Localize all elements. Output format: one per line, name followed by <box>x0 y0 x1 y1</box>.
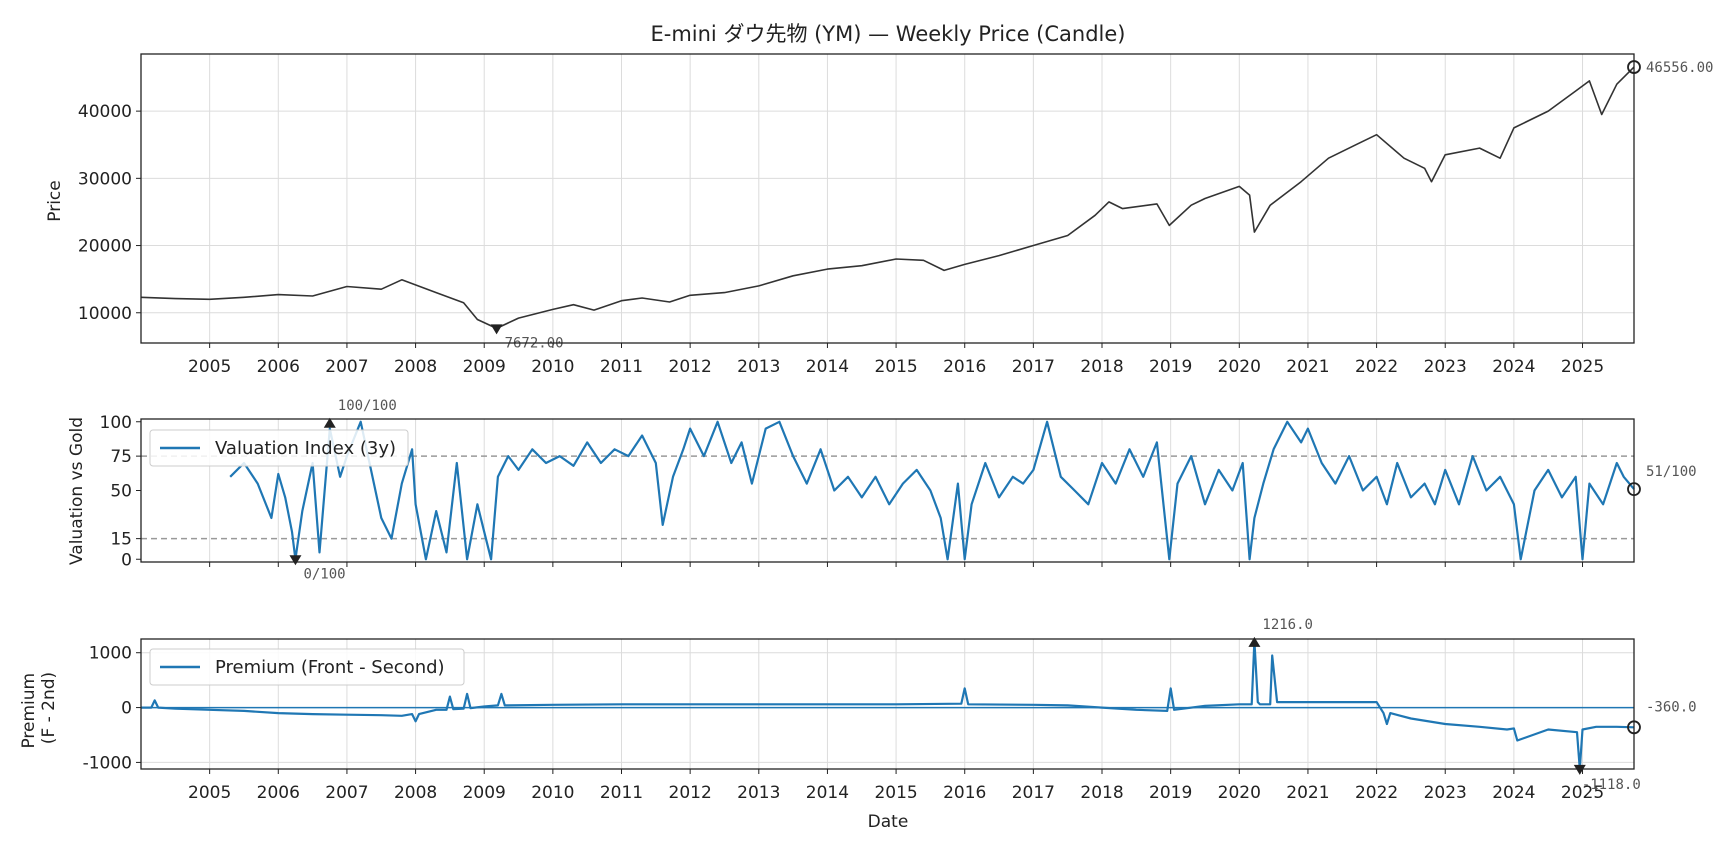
premium-y-label-line2: (F - 2nd) <box>39 672 59 744</box>
premium-x-tick-label: 2007 <box>325 783 368 803</box>
premium-x-tick-label: 2005 <box>188 783 231 803</box>
premium-annotations: 1216.0 -1118.0 -360.0 <box>1248 617 1697 793</box>
price-ticks: 2005 2006 2007 2008 2009 2010 2011 2012 2013 2014… <box>78 102 1604 377</box>
price-x-tick-label: 2013 <box>737 357 780 377</box>
premium-x-tick-label: 2020 <box>1218 783 1261 803</box>
price-x-tick-label: 2021 <box>1286 357 1329 377</box>
price-plot-frame <box>140 53 1635 344</box>
valuation-y-tick-label: 50 <box>110 482 132 502</box>
premium-min-marker <box>1573 764 1586 775</box>
valuation-annotation-label: 51/100 <box>1646 464 1697 480</box>
premium-legend-label: Premium (Front - Second) <box>215 657 445 678</box>
chart-title: E-mini ダウ先物 (YM) — Weekly Price (Candle) <box>650 22 1125 46</box>
premium-annotation-label: -1118.0 <box>1582 777 1641 793</box>
premium-annotation-label: 1216.0 <box>1262 617 1313 633</box>
premium-x-tick-label: 2017 <box>1012 783 1055 803</box>
valuation-legend-box <box>149 429 409 467</box>
premium-x-tick-label: 2024 <box>1492 783 1535 803</box>
premium-x-tick-label: 2025 <box>1561 783 1604 803</box>
price-series <box>140 66 1635 330</box>
valuation-y-tick-label: 15 <box>110 530 132 550</box>
premium-y-label-line1: Premium <box>19 673 39 749</box>
valuation-y-tick-label: 100 <box>100 413 132 433</box>
premium-x-tick-label: 2018 <box>1080 783 1123 803</box>
premium-x-tick-label: 2023 <box>1424 783 1467 803</box>
price-y-tick-label: 30000 <box>78 169 132 189</box>
price-panel: E-mini ダウ先物 (YM) — Weekly Price (Candle)… <box>45 22 1713 377</box>
premium-x-tick-label: 2010 <box>531 783 574 803</box>
premium-x-tick-label: 2022 <box>1355 783 1398 803</box>
valuation-panel: Valuation vs Gold 015 50 75 100 100/100 0/10… <box>67 398 1697 583</box>
premium-annotation-label: -360.0 <box>1646 699 1697 715</box>
premium-max-marker <box>1248 636 1261 647</box>
price-x-tick-label: 2018 <box>1080 357 1123 377</box>
price-grid <box>141 54 1634 343</box>
price-x-tick-label: 2011 <box>600 357 643 377</box>
premium-panel: Premium (F - 2nd) 2005 2006 2007 2008 2009 20… <box>19 617 1697 832</box>
premium-x-tick-label: 2014 <box>806 783 849 803</box>
valuation-min-marker <box>289 555 302 566</box>
valuation-annotation-label: 0/100 <box>303 566 345 582</box>
price-x-tick-label: 2007 <box>325 357 368 377</box>
price-x-tick-label: 2019 <box>1149 357 1192 377</box>
valuation-annotations: 100/100 0/100 51/100 <box>289 398 1697 582</box>
valuation-y-axis-label: Valuation vs Gold <box>67 417 87 565</box>
premium-x-tick-label: 2019 <box>1149 783 1192 803</box>
premium-legend: Premium (Front - Second) <box>149 648 465 686</box>
premium-x-tick-label: 2009 <box>463 783 506 803</box>
valuation-legend: Valuation Index (3y) <box>149 429 409 467</box>
premium-x-tick-label: 2006 <box>257 783 300 803</box>
premium-series-line <box>141 639 1635 771</box>
premium-y-tick-label: -1000 <box>83 753 132 773</box>
premium-x-tick-label: 2021 <box>1286 783 1329 803</box>
valuation-legend-label: Valuation Index (3y) <box>215 438 396 459</box>
price-y-tick-label: 40000 <box>78 102 132 122</box>
price-series-line <box>140 66 1635 330</box>
price-x-tick-label: 2025 <box>1561 357 1604 377</box>
price-y-axis-label: Price <box>45 180 65 221</box>
valuation-series <box>229 420 1635 561</box>
premium-x-tick-label: 2012 <box>669 783 712 803</box>
price-x-tick-label: 2023 <box>1424 357 1467 377</box>
premium-x-tick-label: 2011 <box>600 783 643 803</box>
price-x-tick-label: 2010 <box>531 357 574 377</box>
price-x-tick-label: 2020 <box>1218 357 1261 377</box>
premium-series <box>141 639 1635 771</box>
valuation-max-marker <box>323 417 336 428</box>
x-axis-label: Date <box>868 812 909 832</box>
valuation-plot-frame <box>140 418 1635 563</box>
valuation-series-line <box>229 420 1635 561</box>
price-x-tick-label: 2008 <box>394 357 437 377</box>
price-x-tick-label: 2017 <box>1012 357 1055 377</box>
price-x-tick-label: 2014 <box>806 357 849 377</box>
price-x-tick-label: 2022 <box>1355 357 1398 377</box>
premium-y-tick-label: 0 <box>121 699 132 719</box>
premium-legend-box <box>149 648 465 686</box>
price-x-tick-label: 2012 <box>669 357 712 377</box>
price-y-tick-label: 20000 <box>78 237 132 257</box>
premium-ticks: 2005 2006 2007 2008 2009 2010 2011 2012 2013 2014… <box>83 644 1605 803</box>
premium-y-tick-label: 1000 <box>89 644 132 664</box>
premium-x-tick-label: 2008 <box>394 783 437 803</box>
price-x-tick-label: 2015 <box>874 357 917 377</box>
premium-x-tick-label: 2013 <box>737 783 780 803</box>
valuation-ticks: 015 50 75 100 <box>100 413 1584 570</box>
price-annotation-label: 46556.00 <box>1646 60 1713 76</box>
valuation-y-tick-label: 0 <box>121 550 132 570</box>
price-x-tick-label: 2024 <box>1492 357 1535 377</box>
price-x-tick-label: 2005 <box>188 357 231 377</box>
premium-y-axis-label: Premium (F - 2nd) <box>19 667 59 748</box>
valuation-grid <box>141 419 1634 562</box>
price-x-tick-label: 2006 <box>257 357 300 377</box>
premium-plot-frame <box>140 638 1635 770</box>
price-x-tick-label: 2016 <box>943 357 986 377</box>
premium-x-tick-label: 2016 <box>943 783 986 803</box>
price-x-tick-label: 2009 <box>463 357 506 377</box>
valuation-y-tick-label: 75 <box>110 447 132 467</box>
price-y-tick-label: 10000 <box>78 304 132 324</box>
premium-x-tick-label: 2015 <box>874 783 917 803</box>
price-min-marker <box>490 324 503 335</box>
valuation-annotation-label: 100/100 <box>338 398 397 414</box>
